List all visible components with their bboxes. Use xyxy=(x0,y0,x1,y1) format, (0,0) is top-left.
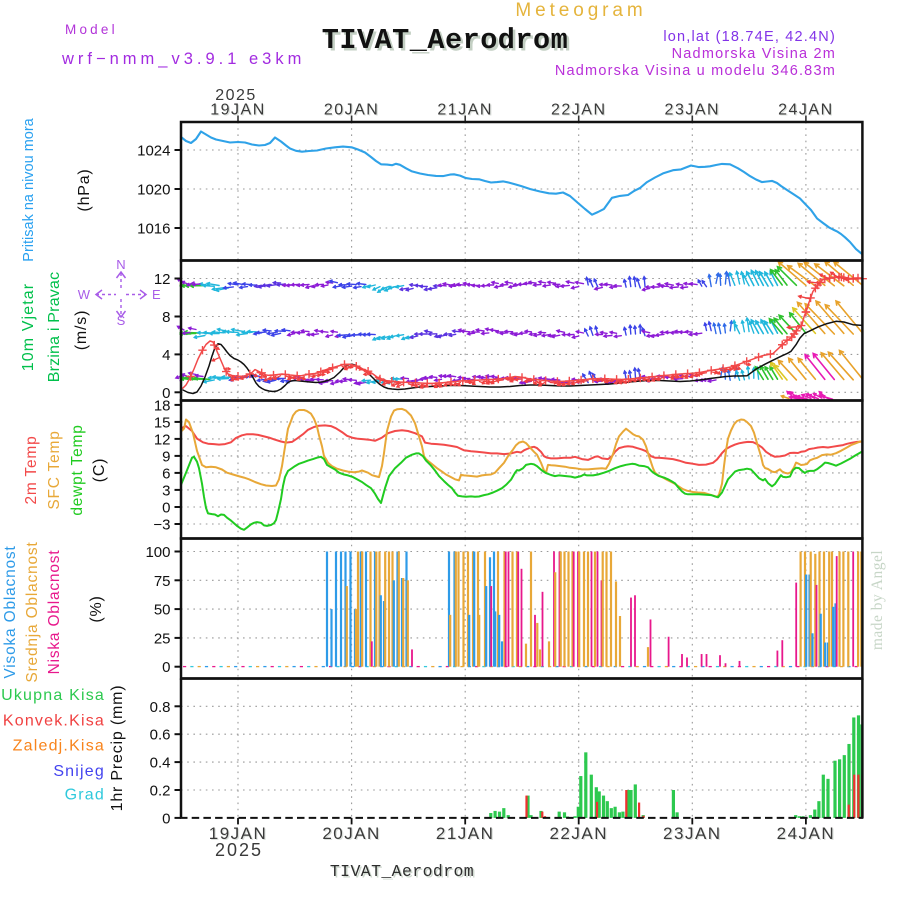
svg-text:−3: −3 xyxy=(153,516,170,533)
svg-text:made by Angel: made by Angel xyxy=(869,550,886,650)
svg-text:(m/s): (m/s) xyxy=(73,310,90,350)
svg-text:Pritisak na nivou mora: Pritisak na nivou mora xyxy=(21,117,37,261)
svg-text:Brzina i Pravac: Brzina i Pravac xyxy=(46,272,63,383)
svg-text:21JAN: 21JAN xyxy=(436,824,495,843)
svg-text:0.4: 0.4 xyxy=(150,755,171,772)
svg-text:21JAN: 21JAN xyxy=(437,102,493,119)
svg-text:6: 6 xyxy=(162,465,170,482)
svg-text:Ukupna Kisa: Ukupna Kisa xyxy=(1,687,105,704)
svg-text:Niska Oblacnost: Niska Oblacnost xyxy=(46,550,63,675)
svg-text:22JAN: 22JAN xyxy=(551,102,607,119)
svg-text:19JAN: 19JAN xyxy=(210,102,266,119)
svg-text:2m Temp: 2m Temp xyxy=(23,435,40,504)
svg-text:10m Vjetar: 10m Vjetar xyxy=(20,283,37,371)
svg-text:1hr Precip (mm): 1hr Precip (mm) xyxy=(109,685,126,812)
svg-text:0: 0 xyxy=(162,810,170,827)
svg-text:wrf−nmm_v3.9.1 e3km: wrf−nmm_v3.9.1 e3km xyxy=(61,50,305,68)
svg-text:23JAN: 23JAN xyxy=(665,102,721,119)
svg-text:N: N xyxy=(116,257,125,272)
svg-text:20JAN: 20JAN xyxy=(325,103,381,120)
svg-text:Konvek.Kisa: Konvek.Kisa xyxy=(3,713,105,730)
svg-text:Visoka Oblacnost: Visoka Oblacnost xyxy=(2,545,19,678)
svg-text:0.8: 0.8 xyxy=(150,699,171,716)
svg-text:50: 50 xyxy=(154,602,171,619)
svg-text:100: 100 xyxy=(145,544,170,561)
svg-text:22JAN: 22JAN xyxy=(549,824,608,843)
svg-text:E: E xyxy=(152,287,161,302)
svg-text:21JAN: 21JAN xyxy=(437,825,496,844)
svg-text:TIVAT_Aerodrom: TIVAT_Aerodrom xyxy=(322,24,568,57)
svg-text:(C): (C) xyxy=(91,458,108,483)
svg-text:Nadmorska Visina u modelu 346.: Nadmorska Visina u modelu 346.83m xyxy=(555,63,836,79)
svg-text:22JAN: 22JAN xyxy=(551,825,610,844)
svg-text:(%): (%) xyxy=(88,595,105,622)
svg-text:19JAN: 19JAN xyxy=(210,825,269,844)
svg-text:Zaledj.Kisa: Zaledj.Kisa xyxy=(13,738,105,755)
svg-text:Grad: Grad xyxy=(65,787,105,804)
svg-text:19JAN: 19JAN xyxy=(209,824,268,843)
svg-text:lon,lat (18.74E, 42.4N): lon,lat (18.74E, 42.4N) xyxy=(663,29,836,45)
svg-text:23JAN: 23JAN xyxy=(664,825,723,844)
svg-text:0.2: 0.2 xyxy=(150,783,171,800)
svg-text:W: W xyxy=(78,287,91,302)
svg-text:S: S xyxy=(117,313,126,328)
svg-text:(hPa): (hPa) xyxy=(76,168,93,211)
svg-text:20JAN: 20JAN xyxy=(324,825,383,844)
svg-text:75: 75 xyxy=(154,573,171,590)
svg-text:0.6: 0.6 xyxy=(150,727,171,744)
svg-text:3: 3 xyxy=(162,482,170,499)
svg-text:23JAN: 23JAN xyxy=(663,824,722,843)
svg-text:2025: 2025 xyxy=(215,840,263,860)
svg-text:TIVAT_Aerodrom: TIVAT_Aerodrom xyxy=(330,862,474,881)
svg-text:4: 4 xyxy=(162,347,170,364)
svg-text:19JAN: 19JAN xyxy=(211,103,267,120)
svg-text:24JAN: 24JAN xyxy=(779,103,835,120)
svg-text:21JAN: 21JAN xyxy=(439,103,495,120)
svg-text:SFC Temp: SFC Temp xyxy=(46,430,63,509)
svg-text:24JAN: 24JAN xyxy=(778,825,837,844)
svg-text:2025: 2025 xyxy=(215,87,257,104)
svg-text:25: 25 xyxy=(154,630,171,647)
svg-text:23JAN: 23JAN xyxy=(666,103,722,120)
svg-text:24JAN: 24JAN xyxy=(778,102,834,119)
svg-text:TIVAT_Aerodrom: TIVAT_Aerodrom xyxy=(324,27,570,60)
svg-text:Meteogram: Meteogram xyxy=(515,0,646,21)
svg-text:0: 0 xyxy=(162,659,170,676)
svg-text:9: 9 xyxy=(162,448,170,465)
svg-text:24JAN: 24JAN xyxy=(777,824,836,843)
svg-text:12: 12 xyxy=(154,271,171,288)
svg-text:Model: Model xyxy=(65,22,118,37)
svg-text:20JAN: 20JAN xyxy=(324,102,380,119)
svg-text:1020: 1020 xyxy=(137,182,170,199)
svg-text:0: 0 xyxy=(162,385,170,402)
svg-text:18: 18 xyxy=(154,397,171,414)
svg-text:22JAN: 22JAN xyxy=(552,103,608,120)
svg-text:0: 0 xyxy=(162,499,170,516)
svg-text:dewpt Temp: dewpt Temp xyxy=(69,424,86,515)
svg-text:1016: 1016 xyxy=(137,221,170,238)
svg-text:Snijeg: Snijeg xyxy=(53,763,105,780)
svg-text:15: 15 xyxy=(154,414,171,431)
svg-text:20JAN: 20JAN xyxy=(322,824,381,843)
svg-text:1024: 1024 xyxy=(137,143,170,160)
svg-text:12: 12 xyxy=(154,431,171,448)
svg-text:Nadmorska Visina 2m: Nadmorska Visina 2m xyxy=(672,46,836,62)
svg-text:8: 8 xyxy=(162,309,170,326)
svg-text:TIVAT_Aerodrom: TIVAT_Aerodrom xyxy=(331,864,475,883)
svg-text:Srednja Oblacnost: Srednja Oblacnost xyxy=(24,541,41,682)
